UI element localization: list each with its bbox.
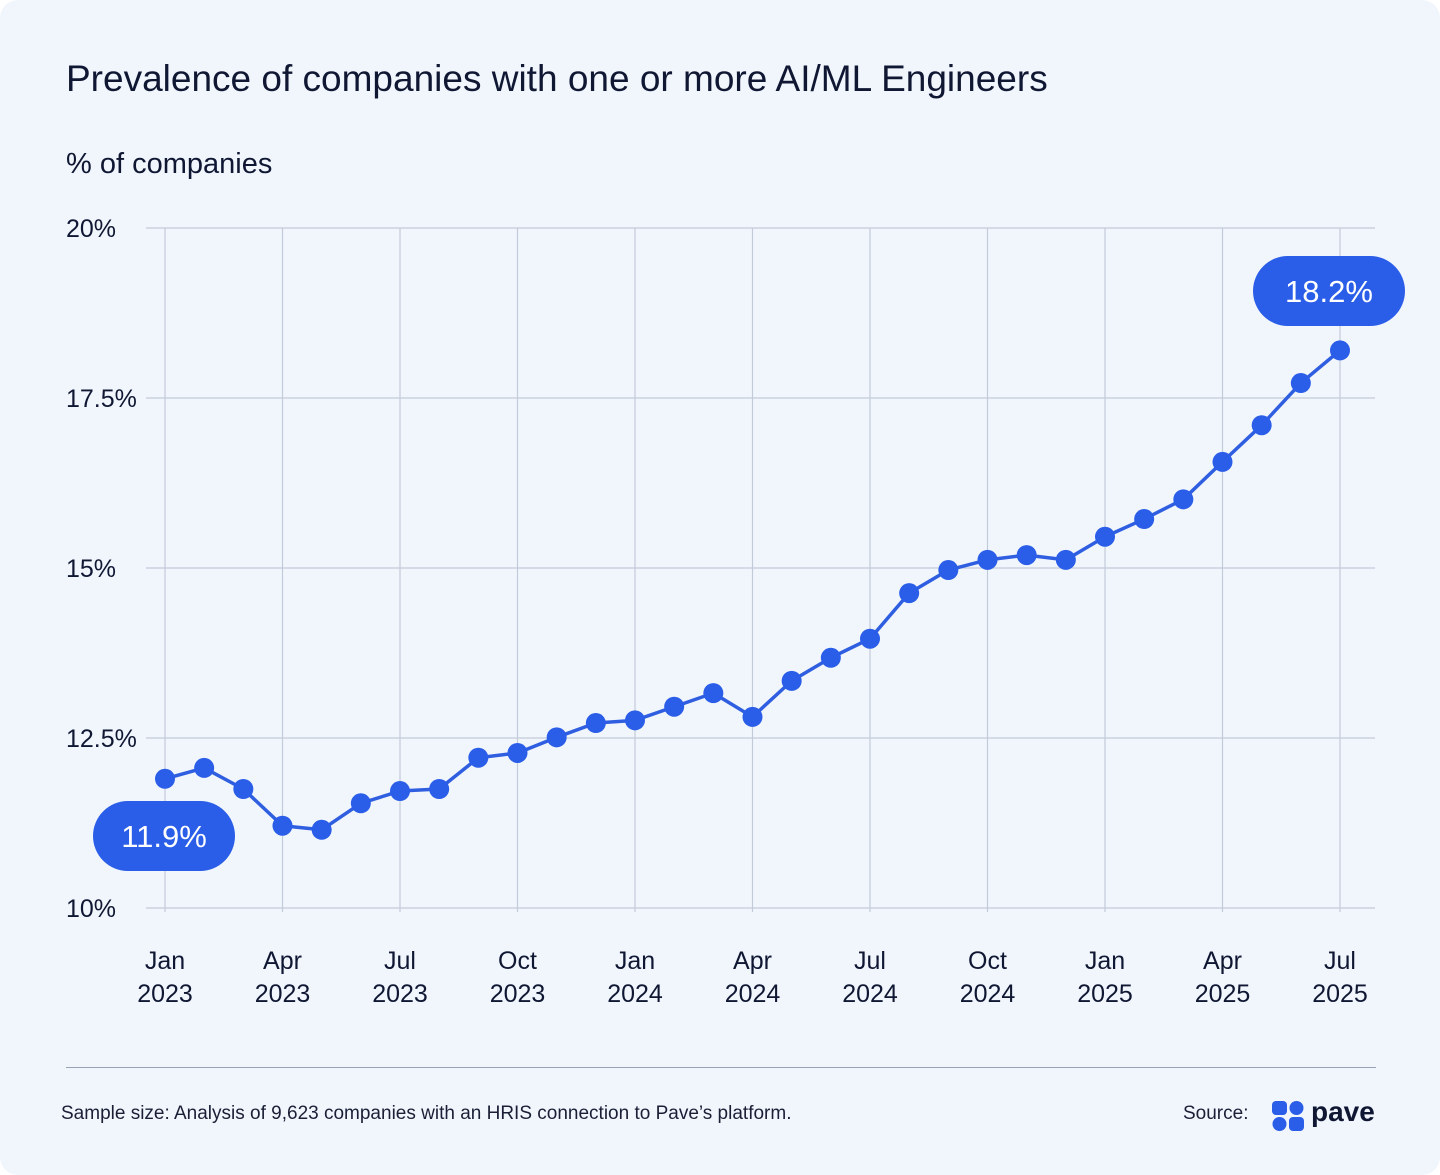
data-point bbox=[703, 683, 724, 704]
data-point bbox=[194, 757, 215, 778]
data-point bbox=[233, 779, 254, 799]
x-tick-label: 2024 bbox=[725, 980, 781, 1008]
x-tick-label: 2025 bbox=[1077, 980, 1133, 1008]
data-point bbox=[546, 727, 567, 748]
x-tick-label: Apr bbox=[263, 947, 302, 975]
y-tick-label: 15% bbox=[66, 555, 116, 583]
data-point bbox=[1134, 509, 1155, 530]
data-point bbox=[742, 706, 763, 727]
y-tick-label: 12.5% bbox=[66, 725, 137, 753]
data-point bbox=[507, 742, 528, 763]
data-point bbox=[781, 670, 802, 691]
value-callout bbox=[1253, 256, 1405, 326]
data-point bbox=[1016, 545, 1037, 566]
x-tick-label: Oct bbox=[498, 947, 537, 975]
data-point bbox=[585, 713, 606, 734]
data-point bbox=[468, 747, 489, 768]
data-point bbox=[429, 779, 450, 799]
x-tick-label: 2025 bbox=[1195, 980, 1251, 1008]
x-tick-label: Apr bbox=[733, 947, 772, 975]
x-tick-label: 2025 bbox=[1312, 980, 1368, 1008]
data-point bbox=[1212, 451, 1233, 472]
pave-logo-icon bbox=[1272, 1101, 1304, 1131]
y-tick-label: 20% bbox=[66, 215, 116, 243]
footer-divider bbox=[66, 1067, 1376, 1068]
y-tick-label: 10% bbox=[66, 895, 116, 923]
x-tick-label: 2024 bbox=[607, 980, 663, 1008]
data-point bbox=[272, 815, 293, 836]
pave-logo-text: pave bbox=[1311, 1096, 1375, 1127]
data-point bbox=[1330, 340, 1350, 361]
data-point bbox=[899, 583, 920, 604]
source-label: Source: bbox=[1183, 1103, 1249, 1124]
x-tick-label: 2023 bbox=[255, 980, 311, 1008]
data-point bbox=[350, 793, 371, 814]
x-tick-label: 2023 bbox=[372, 980, 428, 1008]
data-point bbox=[664, 696, 685, 717]
data-point bbox=[1173, 489, 1194, 510]
value-callout-label: 18.2% bbox=[1285, 274, 1373, 309]
y-axis-label: % of companies bbox=[66, 148, 273, 180]
x-tick-label: Jan bbox=[1085, 947, 1125, 975]
data-point bbox=[1055, 549, 1076, 570]
value-callout bbox=[93, 801, 235, 871]
data-point bbox=[820, 647, 841, 668]
y-tick-label: 17.5% bbox=[66, 385, 137, 413]
x-tick-label: Jan bbox=[145, 947, 185, 975]
x-tick-label: Apr bbox=[1203, 947, 1242, 975]
sample-size-note: Sample size: Analysis of 9,623 companies… bbox=[61, 1103, 792, 1124]
x-tick-label: Jan bbox=[615, 947, 655, 975]
data-point bbox=[977, 549, 998, 570]
line-chart: 10% 12.5% 15% 17.5% 20% Jan 2023 Apr 2023 Jul 2023… bbox=[66, 215, 1405, 1008]
data-point bbox=[1290, 373, 1311, 394]
data-point bbox=[390, 781, 410, 802]
x-tick-label: 2023 bbox=[137, 980, 193, 1008]
data-point bbox=[311, 819, 332, 840]
chart-title: Prevalence of companies with one or more… bbox=[66, 58, 1048, 99]
data-point bbox=[860, 628, 880, 649]
x-tick-label: 2023 bbox=[490, 980, 546, 1008]
x-tick-label: Jul bbox=[384, 947, 416, 975]
x-tick-label: Jul bbox=[1324, 947, 1356, 975]
x-tick-label: Jul bbox=[854, 947, 886, 975]
x-tick-label: 2024 bbox=[842, 980, 898, 1008]
data-point bbox=[1251, 415, 1272, 436]
x-tick-label: Oct bbox=[968, 947, 1007, 975]
data-point bbox=[155, 768, 175, 789]
data-point bbox=[1095, 526, 1115, 547]
data-point bbox=[625, 710, 645, 731]
value-callout-label: 11.9% bbox=[121, 819, 207, 854]
x-tick-label: 2024 bbox=[960, 980, 1016, 1008]
data-point bbox=[938, 560, 959, 581]
